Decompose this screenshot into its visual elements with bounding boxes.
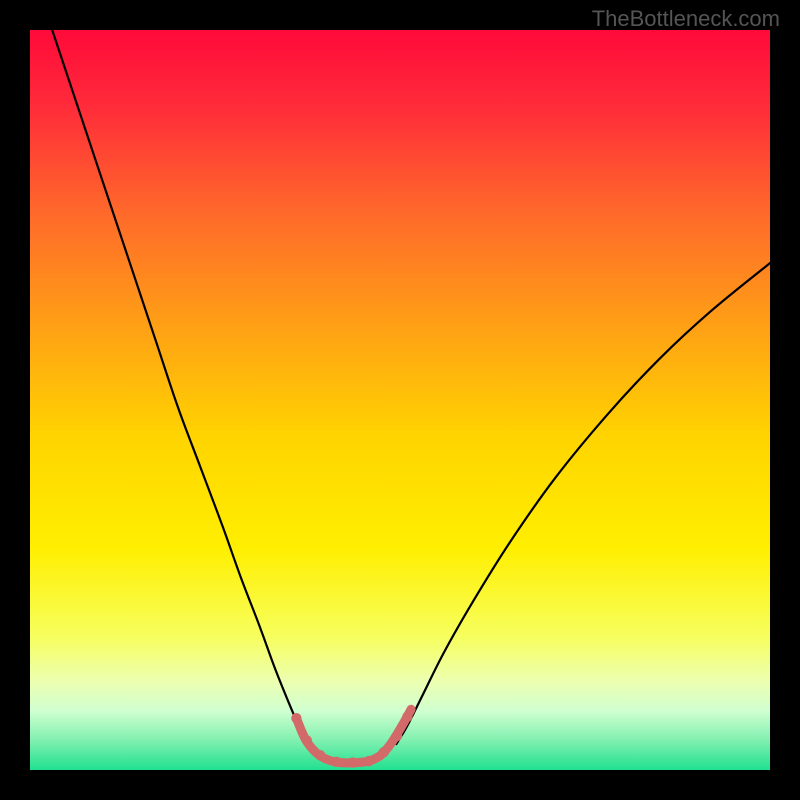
valley-dot-1 (302, 735, 312, 745)
watermark-text: TheBottleneck.com (592, 6, 780, 32)
gradient-background (30, 30, 770, 770)
valley-dot-5 (364, 756, 374, 766)
valley-dot-0 (291, 713, 301, 723)
valley-dot-2 (315, 750, 325, 760)
chart-canvas: TheBottleneck.com (0, 0, 800, 800)
valley-dot-7 (392, 731, 402, 741)
valley-dot-4 (347, 757, 357, 767)
valley-dot-3 (331, 757, 341, 767)
valley-dot-6 (379, 747, 389, 757)
valley-dot-8 (402, 712, 412, 722)
plot-area (30, 30, 770, 770)
